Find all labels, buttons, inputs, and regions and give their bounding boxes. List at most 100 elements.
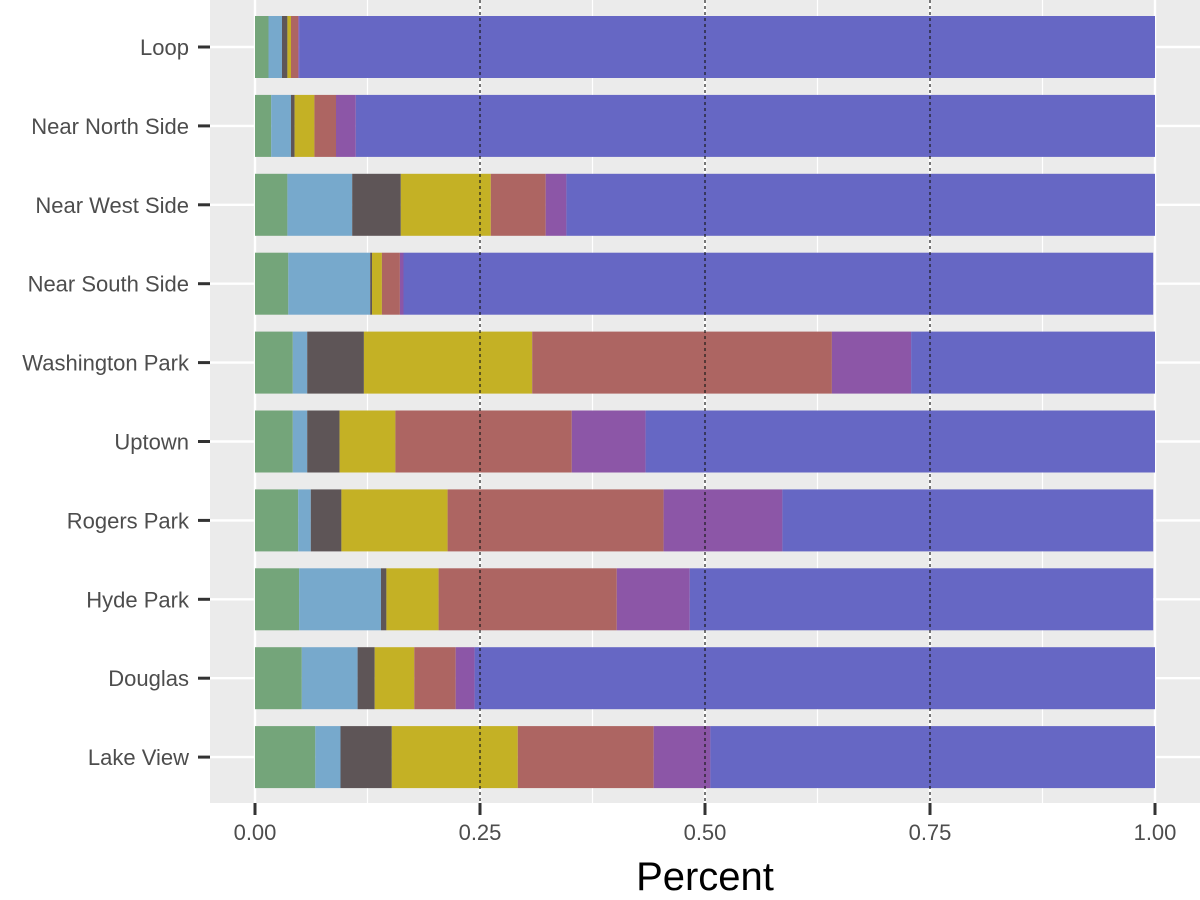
x-axis-title: Percent: [636, 855, 774, 899]
reference-lines: [479, 0, 931, 803]
bar-segment: [268, 16, 282, 78]
bar-group: [255, 16, 1156, 78]
category-label: Near North Side: [31, 114, 189, 139]
bar-segment: [255, 173, 288, 236]
bar-segment: [271, 94, 291, 157]
bar-segment: [517, 726, 654, 789]
bar-segment: [282, 16, 288, 78]
bar-segment: [307, 410, 340, 473]
x-tick-label: 0.75: [909, 820, 952, 845]
bar-segment: [288, 252, 371, 315]
category-label: Washington Park: [22, 351, 190, 376]
bar-segment: [571, 410, 646, 473]
bar-group: [255, 173, 1155, 236]
bar-segment: [391, 726, 518, 789]
bar-segment: [663, 489, 783, 552]
bar-segment: [566, 173, 1155, 236]
category-label: Hyde Park: [86, 587, 190, 612]
bar-segment: [301, 647, 358, 710]
bar-segment: [352, 173, 401, 236]
bar-segment: [314, 94, 336, 157]
bar-segment: [532, 331, 832, 394]
bar-segment: [653, 726, 711, 789]
bar-segment: [299, 568, 381, 631]
x-axis: 0.00 0.25 0.50 0.75 1.00: [234, 803, 1177, 845]
bar-segment: [363, 331, 533, 394]
bar-group: [255, 410, 1155, 473]
bar-segment: [292, 410, 308, 473]
bar-segment: [616, 568, 690, 631]
bar-segment: [255, 252, 289, 315]
category-label: Uptown: [114, 430, 189, 455]
bar-segment: [689, 568, 1154, 631]
bar-segment: [395, 410, 572, 473]
y-axis: Loop Near North Side Near West Side Near So…: [22, 35, 210, 770]
bar-segment: [339, 410, 396, 473]
bar-segment: [340, 726, 392, 789]
bar-segment: [310, 489, 342, 552]
bar-segment: [294, 94, 315, 157]
bar-segment: [831, 331, 912, 394]
bar-segment: [381, 252, 400, 315]
bar-segment: [386, 568, 439, 631]
category-label: Near West Side: [35, 193, 189, 218]
bar-group: [255, 94, 1155, 157]
bar-segment: [645, 410, 1155, 473]
x-tick-label: 0.25: [459, 820, 502, 845]
bar-segment: [414, 647, 456, 710]
bar-segment: [341, 489, 448, 552]
category-label: Near South Side: [28, 272, 189, 297]
bar-segment: [357, 647, 375, 710]
bar-segment: [255, 489, 299, 552]
category-label: Rogers Park: [67, 508, 190, 533]
bar-segment: [255, 94, 272, 157]
bar-segment: [474, 647, 1156, 710]
bar-group: [255, 647, 1156, 710]
bar-segment: [370, 252, 372, 315]
bar-segment: [307, 331, 364, 394]
bar-group: [255, 331, 1155, 394]
x-tick-label: 1.00: [1134, 820, 1177, 845]
bar-segment: [298, 16, 300, 78]
bar-segment: [255, 16, 269, 78]
bar-segment: [287, 173, 353, 236]
bar-segment: [255, 647, 302, 710]
bar-segment: [336, 94, 356, 157]
bar-segment: [299, 16, 1156, 78]
bar-segment: [710, 726, 1155, 789]
bar-segment: [291, 16, 299, 78]
bar-segment: [381, 568, 387, 631]
bar-segment: [438, 568, 617, 631]
bar-group: [255, 568, 1154, 631]
category-label: Loop: [140, 35, 189, 60]
bar-segment: [403, 252, 1154, 315]
bar-group: [255, 252, 1154, 315]
bar-segment: [374, 647, 415, 710]
x-tick-label: 0.00: [234, 820, 277, 845]
bar-segment: [292, 331, 308, 394]
bar-segment: [455, 647, 475, 710]
bar-segment: [255, 410, 293, 473]
bar-segment: [490, 173, 546, 236]
x-tick-label: 0.50: [684, 820, 727, 845]
bar-group: [255, 489, 1154, 552]
category-label: Douglas: [108, 666, 189, 691]
bar-segment: [287, 16, 291, 78]
bar-segment: [355, 94, 1155, 157]
bars: [255, 16, 1156, 789]
bar-segment: [291, 94, 295, 157]
bar-segment: [447, 489, 664, 552]
bar-segment: [255, 331, 293, 394]
bar-segment: [399, 252, 404, 315]
bar-segment: [911, 331, 1155, 394]
bar-segment: [255, 726, 316, 789]
bar-segment: [782, 489, 1154, 552]
bar-segment: [255, 568, 300, 631]
bar-segment: [298, 489, 311, 552]
bar-segment: [400, 173, 491, 236]
bar-segment: [372, 252, 382, 315]
bar-segment: [545, 173, 567, 236]
bar-group: [255, 726, 1155, 789]
bar-segment: [315, 726, 341, 789]
